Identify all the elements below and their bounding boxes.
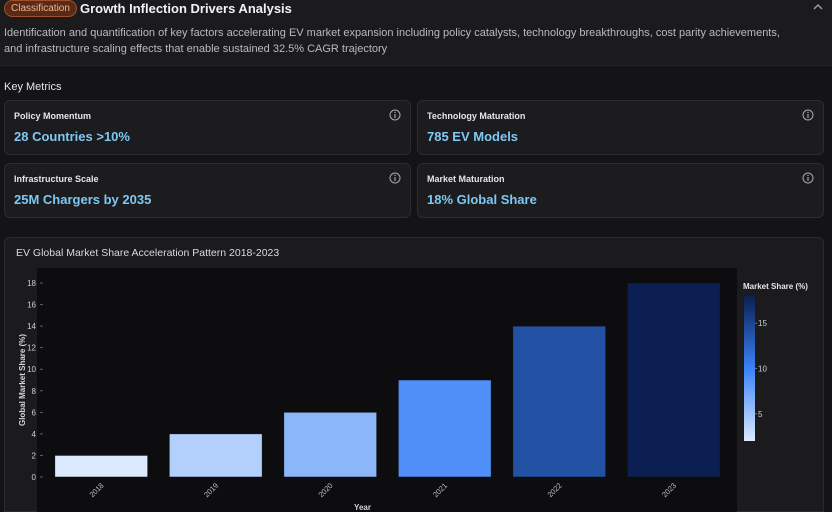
bar-2023 [627, 282, 721, 478]
key-metrics-label: Key Metrics [4, 81, 62, 93]
bar-2018 [54, 455, 148, 478]
bar-2019 [169, 433, 263, 478]
metric-label: Infrastructure Scale [14, 174, 99, 184]
bar-2021 [398, 379, 492, 478]
colorbar-tick-label: 5 [758, 410, 763, 419]
y-tick-label: 8 [32, 387, 37, 396]
colorbar-tick-label: 10 [758, 365, 767, 374]
colorbar-tick-label: 15 [758, 319, 767, 328]
colorbar [744, 296, 755, 441]
bar-2022 [512, 325, 606, 478]
info-icon[interactable] [802, 109, 814, 121]
y-tick-label: 6 [32, 408, 37, 417]
metric-value: 28 Countries >10% [14, 129, 130, 144]
metric-value: 18% Global Share [427, 192, 537, 207]
metric-card-market-maturation: Market Maturation 18% Global Share [417, 163, 824, 218]
info-icon[interactable] [389, 172, 401, 184]
analysis-description: Identification and quantification of key… [4, 27, 780, 55]
metric-card-technology-maturation: Technology Maturation 785 EV Models [417, 100, 824, 155]
y-tick-label: 16 [27, 301, 36, 310]
metric-card-policy-momentum: Policy Momentum 28 Countries >10% [4, 100, 411, 155]
chart-title: EV Global Market Share Acceleration Patt… [16, 247, 280, 259]
info-icon[interactable] [389, 109, 401, 121]
y-tick-label: 12 [27, 344, 36, 353]
chevron-up-icon[interactable] [810, 0, 826, 15]
y-tick-label: 4 [32, 430, 37, 439]
metric-card-infrastructure-scale: Infrastructure Scale 25M Chargers by 203… [4, 163, 411, 218]
page-title: Growth Inflection Drivers Analysis [80, 1, 292, 16]
y-tick-label: 14 [27, 322, 36, 331]
metric-value: 785 EV Models [427, 129, 519, 144]
metric-label: Policy Momentum [14, 111, 92, 121]
colorbar-title: Market Share (%) [743, 282, 808, 291]
y-tick-label: 18 [27, 279, 36, 288]
bar-2020 [283, 412, 377, 478]
y-tick-label: 2 [32, 451, 37, 460]
y-tick-label: 0 [32, 473, 37, 482]
chart-panel: EV Global Market Share Acceleration Patt… [4, 237, 824, 512]
metric-label: Technology Maturation [427, 111, 526, 121]
y-axis-label: Global Market Share (%) [18, 334, 27, 426]
y-tick-label: 10 [27, 365, 36, 374]
x-axis-label: Year [354, 503, 371, 512]
metric-label: Market Maturation [427, 174, 505, 184]
panel-header: Classification Growth Inflection Drivers… [0, 0, 832, 66]
plot-area [37, 268, 737, 512]
metric-value: 25M Chargers by 2035 [14, 192, 152, 207]
info-icon[interactable] [802, 172, 814, 184]
classification-badge: Classification [4, 0, 77, 17]
